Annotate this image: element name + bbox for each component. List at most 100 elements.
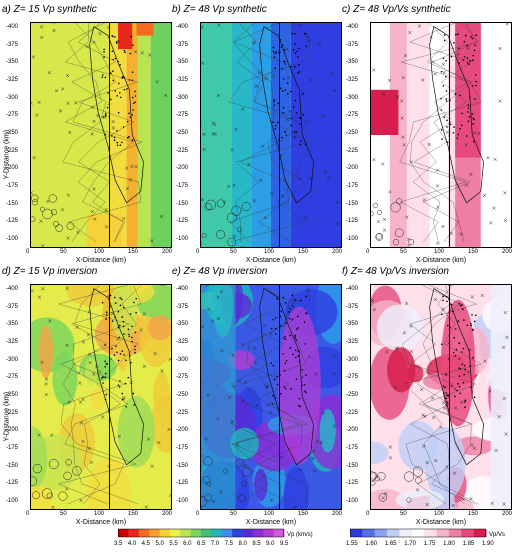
panel-e: e) Z= 48 Vp inversion -400 -375 -350 -325 -30… <box>170 266 350 532</box>
y-tick-label: -250 <box>346 392 359 398</box>
y-tick-label: -275 <box>176 112 189 119</box>
y-tick-label: -125 <box>176 480 189 487</box>
x-tick-label: 50 <box>400 249 407 255</box>
vp-colorbar-swatch <box>190 529 202 537</box>
panel-a: a) Z= 15 Vp synthetic -400 -375 -350 -325 -30… <box>0 4 180 270</box>
vp-colorbar-tick: 7.5 <box>224 541 233 547</box>
y-tick-label: -150 <box>176 200 189 207</box>
map-plot <box>200 22 342 248</box>
vpvs-colorbar: Vp/Vs 1.55 1.60 1.65 1.70 1.75 1.80 1.85 1.90 <box>346 527 520 555</box>
x-tick-label: 150 <box>128 511 139 517</box>
vp-colorbar-swatch <box>232 529 243 537</box>
x-tick-label: 100 <box>264 511 275 517</box>
y-tick-label: -375 <box>176 41 189 48</box>
x-axis-label: X-Distance (km) <box>415 257 467 264</box>
vpvs-colorbar-tick: 1.60 <box>365 541 378 547</box>
x-tick-label: 150 <box>128 249 139 255</box>
y-tick-label: -200 <box>176 427 189 434</box>
y-tick-label: -175 <box>6 183 19 189</box>
x-tick-label: 200 <box>502 249 513 255</box>
x-tick-label: 0 <box>26 249 30 255</box>
vp-colorbar-swatch <box>221 529 233 537</box>
panel-title: b) Z= 48 Vp synthetic <box>172 4 267 15</box>
y-tick-label: -275 <box>6 374 19 381</box>
x-axis-label: X-Distance (km) <box>245 257 297 264</box>
x-tick-label: 200 <box>162 249 173 255</box>
vp-colorbar-swatch <box>169 529 181 537</box>
y-tick-label: -200 <box>6 165 19 172</box>
y-tick-label: -250 <box>6 130 19 136</box>
x-axis-label: X-Distance (km) <box>415 519 467 526</box>
vp-colorbar-tick: 6.5 <box>197 541 206 547</box>
panel-c: c) Z= 48 Vp/Vs synthetic -400 -375 -350 -325… <box>340 4 520 270</box>
vp-colorbar-swatch <box>149 529 160 537</box>
y-tick-label: -100 <box>6 236 19 242</box>
x-tick-label: 100 <box>434 511 445 517</box>
vp-colorbar-swatch <box>242 529 254 537</box>
y-tick-label: -200 <box>6 427 19 434</box>
y-tick-label: -250 <box>176 130 189 136</box>
y-tick-label: -400 <box>6 24 19 30</box>
vp-colorbar-tick: 3.5 <box>114 541 123 547</box>
y-tick-label: -300 <box>176 94 189 101</box>
vp-colorbar-swatch <box>118 529 129 537</box>
y-tick-label: -175 <box>346 445 359 451</box>
panel-f: f) Z= 48 Vp/Vs inversion -400 -375 -350 -325… <box>340 266 520 532</box>
vpvs-colorbar-swatch <box>399 529 413 537</box>
vpvs-colorbar-tick: 1.70 <box>404 541 416 547</box>
y-tick-label: -125 <box>346 218 359 225</box>
vp-colorbar-swatch <box>252 529 264 537</box>
y-tick-label: -400 <box>6 286 19 292</box>
vp-colorbar-swatch <box>211 529 223 537</box>
y-tick-label: -325 <box>346 77 359 83</box>
x-tick-label: 0 <box>196 249 200 255</box>
y-tick-label: -150 <box>346 200 359 207</box>
vp-colorbar-tick: 8.0 <box>238 541 247 547</box>
vp-colorbar-label: Vp (km/s) <box>287 532 313 538</box>
y-tick-label: -100 <box>176 236 189 242</box>
vpvs-colorbar-label: Vp/Vs <box>489 532 505 538</box>
x-tick-label: 150 <box>468 511 479 517</box>
x-tick-label: 150 <box>298 249 309 255</box>
x-tick-label: 100 <box>94 511 105 517</box>
x-tick-label: 0 <box>196 511 200 517</box>
vp-colorbar-swatch <box>201 529 212 537</box>
map-plot <box>370 284 512 510</box>
x-axis-label: X-Distance (km) <box>75 519 127 526</box>
y-tick-label: -275 <box>6 112 19 119</box>
y-tick-label: -125 <box>346 480 359 487</box>
y-tick-label: -275 <box>346 374 359 381</box>
x-tick-label: 200 <box>332 511 343 517</box>
x-tick-label: 0 <box>366 249 370 255</box>
y-axis-label: Y-Distance (km) <box>3 391 11 442</box>
x-tick-label: 150 <box>468 249 479 255</box>
map-plot <box>30 284 172 510</box>
y-tick-label: -200 <box>346 427 359 434</box>
y-tick-label: -400 <box>176 24 189 30</box>
y-tick-label: -300 <box>346 94 359 101</box>
y-tick-label: -275 <box>176 374 189 381</box>
y-tick-label: -325 <box>176 77 189 83</box>
y-tick-label: -100 <box>6 498 19 504</box>
x-tick-label: 0 <box>366 511 370 517</box>
map-plot <box>30 22 172 248</box>
map-plot <box>370 22 512 248</box>
vpvs-colorbar-tick: 1.65 <box>384 541 397 547</box>
y-tick-label: -350 <box>176 59 189 66</box>
y-tick-label: -400 <box>176 286 189 292</box>
vpvs-colorbar-tick: 1.90 <box>482 541 494 547</box>
y-tick-label: -125 <box>6 480 19 487</box>
panel-title: e) Z= 48 Vp inversion <box>172 266 268 277</box>
x-tick-label: 100 <box>264 249 275 255</box>
y-tick-label: -275 <box>346 112 359 119</box>
vp-colorbar-swatch <box>159 529 171 537</box>
vpvs-colorbar-swatch <box>436 529 450 537</box>
x-tick-label: 100 <box>434 249 445 255</box>
y-tick-label: -225 <box>6 147 19 154</box>
vpvs-colorbar-swatch <box>387 529 400 537</box>
x-tick-label: 200 <box>162 511 173 517</box>
y-tick-label: -125 <box>6 218 19 225</box>
panel-b: b) Z= 48 Vp synthetic -400 -375 -350 -325 -30… <box>170 4 350 270</box>
y-tick-label: -150 <box>176 462 189 469</box>
x-tick-label: 50 <box>230 511 237 517</box>
